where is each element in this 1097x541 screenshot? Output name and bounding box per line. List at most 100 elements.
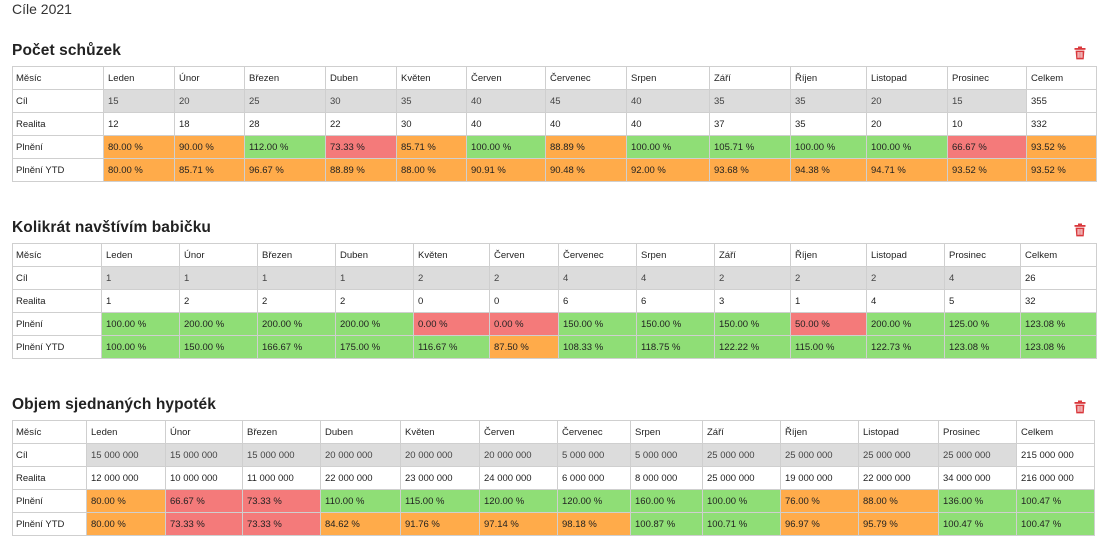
value-cell: 35: [396, 89, 467, 113]
total-cell: 355: [1026, 89, 1097, 113]
value-cell: 110.00 %: [320, 489, 401, 513]
total-cell: 216 000 000: [1016, 466, 1095, 490]
value-cell: 11 000 000: [242, 466, 321, 490]
value-cell: 94.38 %: [790, 158, 867, 182]
value-cell: 30: [325, 89, 397, 113]
value-cell: 90.48 %: [545, 158, 627, 182]
value-cell: 120.00 %: [557, 489, 631, 513]
total-cell: 123.08 %: [1020, 335, 1097, 359]
column-header: Září: [709, 66, 791, 90]
value-cell: 80.00 %: [103, 135, 175, 159]
value-cell: 80.00 %: [86, 512, 166, 536]
trash-icon[interactable]: [1074, 400, 1086, 414]
value-cell: 20: [866, 112, 948, 136]
page-title: Cíle 2021: [12, 1, 72, 17]
value-cell: 80.00 %: [86, 489, 166, 513]
trash-icon[interactable]: [1074, 223, 1086, 237]
value-cell: 73.33 %: [165, 512, 243, 536]
value-cell: 45: [545, 89, 627, 113]
value-cell: 25 000 000: [938, 443, 1017, 467]
value-cell: 100.00 %: [101, 335, 180, 359]
column-header: Listopad: [866, 66, 948, 90]
value-cell: 100.71 %: [702, 512, 781, 536]
total-cell: 100.47 %: [1016, 512, 1095, 536]
value-cell: 25: [244, 89, 326, 113]
value-cell: 10 000 000: [165, 466, 243, 490]
trash-icon[interactable]: [1074, 46, 1086, 60]
column-header: Květen: [413, 243, 490, 267]
value-cell: 118.75 %: [636, 335, 715, 359]
value-cell: 5 000 000: [630, 443, 703, 467]
value-cell: 30: [396, 112, 467, 136]
column-header: Leden: [103, 66, 175, 90]
table-row-plneni: Plnění 80.00 % 90.00 % 112.00 % 73.33 % 85.71…: [12, 135, 1097, 159]
value-cell: 122.73 %: [866, 335, 945, 359]
value-cell: 6 000 000: [557, 466, 631, 490]
value-cell: 95.79 %: [858, 512, 939, 536]
value-cell: 123.08 %: [944, 335, 1021, 359]
total-cell: 93.52 %: [1026, 158, 1097, 182]
value-cell: 85.71 %: [174, 158, 245, 182]
value-cell: 50.00 %: [790, 312, 867, 336]
value-cell: 25 000 000: [702, 443, 781, 467]
value-cell: 91.76 %: [400, 512, 480, 536]
column-header: Měsíc: [12, 243, 102, 267]
value-cell: 2: [790, 266, 867, 290]
value-cell: 100.00 %: [790, 135, 867, 159]
value-cell: 5: [944, 289, 1021, 313]
value-cell: 150.00 %: [636, 312, 715, 336]
value-cell: 200.00 %: [335, 312, 414, 336]
section-header: Počet schůzek: [12, 42, 1086, 66]
value-cell: 2: [489, 266, 559, 290]
goal-table: Měsíc Leden Únor Březen Duben Květen Červen Čer…: [12, 420, 1095, 536]
value-cell: 12: [103, 112, 175, 136]
value-cell: 115.00 %: [790, 335, 867, 359]
table-row-plneni: Plnění 80.00 % 66.67 % 73.33 % 110.00 % 115.0…: [12, 489, 1095, 513]
value-cell: 22 000 000: [320, 466, 401, 490]
value-cell: 160.00 %: [630, 489, 703, 513]
section-title: Objem sjednaných hypoték: [12, 396, 216, 413]
value-cell: 100.00 %: [466, 135, 546, 159]
value-cell: 35: [790, 89, 867, 113]
row-label: Plnění YTD: [12, 512, 87, 536]
value-cell: 100.87 %: [630, 512, 703, 536]
value-cell: 2: [257, 289, 336, 313]
value-cell: 100.00 %: [101, 312, 180, 336]
value-cell: 15 000 000: [86, 443, 166, 467]
total-cell: 123.08 %: [1020, 312, 1097, 336]
column-header: Květen: [400, 420, 480, 444]
goal-table: Měsíc Leden Únor Březen Duben Květen Červen Čer…: [12, 243, 1097, 359]
value-cell: 85.71 %: [396, 135, 467, 159]
value-cell: 25 000 000: [858, 443, 939, 467]
column-header: Červenec: [545, 66, 627, 90]
table-row-realita: Realita 12 18 28 22 30 40 40 40 37 35 20 10 332: [12, 112, 1097, 136]
total-cell: 332: [1026, 112, 1097, 136]
column-header: Květen: [396, 66, 467, 90]
value-cell: 80.00 %: [103, 158, 175, 182]
goal-section-kolikrat-navstivim-babicku: Kolikrát navštívím babičku Měsíc Leden Únor…: [12, 219, 1097, 359]
value-cell: 108.33 %: [558, 335, 637, 359]
column-header: Červen: [489, 243, 559, 267]
table-row-cil: Cíl 15 000 000 15 000 000 15 000 000 20 000 …: [12, 443, 1095, 467]
value-cell: 166.67 %: [257, 335, 336, 359]
value-cell: 15 000 000: [165, 443, 243, 467]
value-cell: 112.00 %: [244, 135, 326, 159]
value-cell: 2: [714, 266, 791, 290]
table-header-row: Měsíc Leden Únor Březen Duben Květen Červen Čer…: [12, 420, 1095, 444]
value-cell: 19 000 000: [780, 466, 859, 490]
column-header: Srpen: [626, 66, 710, 90]
column-header: Celkem: [1016, 420, 1095, 444]
value-cell: 73.33 %: [242, 489, 321, 513]
total-cell: 215 000 000: [1016, 443, 1095, 467]
row-label: Plnění: [12, 489, 87, 513]
value-cell: 40: [545, 112, 627, 136]
section-header: Kolikrát navštívím babičku: [12, 219, 1086, 243]
value-cell: 22: [325, 112, 397, 136]
value-cell: 88.89 %: [545, 135, 627, 159]
value-cell: 4: [636, 266, 715, 290]
column-header: Leden: [86, 420, 166, 444]
value-cell: 24 000 000: [479, 466, 558, 490]
goal-section-pocet-schuzek: Počet schůzek Měsíc Leden Únor Březen Duben Kv…: [12, 42, 1097, 182]
value-cell: 34 000 000: [938, 466, 1017, 490]
value-cell: 150.00 %: [714, 312, 791, 336]
